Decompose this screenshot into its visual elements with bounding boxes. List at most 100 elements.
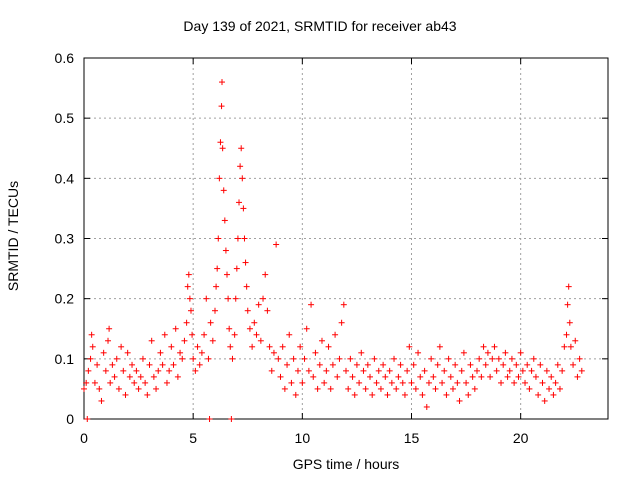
data-point xyxy=(530,355,537,362)
data-point xyxy=(532,373,539,380)
data-point xyxy=(232,295,239,302)
data-point xyxy=(463,379,470,386)
data-point xyxy=(434,361,441,368)
data-point xyxy=(421,367,428,374)
data-point xyxy=(268,367,275,374)
data-point xyxy=(399,379,406,386)
data-point xyxy=(556,385,563,392)
data-point xyxy=(157,349,164,356)
data-point xyxy=(290,355,297,362)
data-point xyxy=(380,361,387,368)
data-point xyxy=(347,355,354,362)
data-point xyxy=(201,331,208,338)
data-point xyxy=(238,145,245,152)
data-point xyxy=(397,361,404,368)
data-point xyxy=(240,205,247,212)
data-point xyxy=(288,379,295,386)
data-point xyxy=(373,379,380,386)
data-point xyxy=(517,349,524,356)
data-point xyxy=(260,295,267,302)
data-point xyxy=(209,337,216,344)
data-point xyxy=(469,373,476,380)
data-point xyxy=(148,337,155,344)
data-point xyxy=(312,349,319,356)
data-point xyxy=(384,391,391,398)
data-point xyxy=(526,385,533,392)
data-point xyxy=(275,355,282,362)
data-point xyxy=(111,373,118,380)
data-point xyxy=(447,373,454,380)
data-point xyxy=(338,319,345,326)
data-point xyxy=(423,403,430,410)
data-point xyxy=(513,361,520,368)
data-point xyxy=(340,301,347,308)
data-point xyxy=(220,187,227,194)
y-axis: 0 0.1 0.2 0.3 0.4 0.5 0.6 xyxy=(55,50,608,427)
data-point xyxy=(537,361,544,368)
x-tick-label: 10 xyxy=(295,430,311,446)
data-point xyxy=(391,355,398,362)
x-axis: 0 5 10 15 20 xyxy=(80,58,529,446)
data-point xyxy=(452,361,459,368)
data-point xyxy=(576,355,583,362)
data-point xyxy=(214,265,221,272)
data-point xyxy=(120,367,127,374)
data-point xyxy=(417,373,424,380)
x-tick-label: 5 xyxy=(189,430,197,446)
data-point xyxy=(163,379,170,386)
data-point xyxy=(504,373,511,380)
data-point xyxy=(109,361,116,368)
data-point xyxy=(183,319,190,326)
data-point xyxy=(126,373,133,380)
data-point xyxy=(113,355,120,362)
data-point xyxy=(137,373,144,380)
data-point xyxy=(471,385,478,392)
data-point xyxy=(179,355,186,362)
data-point xyxy=(539,379,546,386)
data-point xyxy=(336,355,343,362)
data-point xyxy=(318,337,325,344)
data-point xyxy=(460,349,467,356)
data-point xyxy=(334,373,341,380)
data-point xyxy=(519,367,526,374)
data-point xyxy=(237,163,244,170)
data-point xyxy=(360,367,367,374)
data-point xyxy=(135,385,142,392)
data-point xyxy=(89,343,96,350)
data-point xyxy=(456,397,463,404)
data-point xyxy=(129,361,136,368)
y-tick-label: 0.3 xyxy=(55,231,75,247)
data-point xyxy=(559,367,566,374)
data-point xyxy=(393,385,400,392)
data-point xyxy=(353,361,360,368)
data-point xyxy=(124,349,131,356)
data-point xyxy=(412,385,419,392)
data-point xyxy=(578,367,585,374)
data-point xyxy=(224,271,231,278)
data-point xyxy=(408,379,415,386)
data-point xyxy=(284,361,291,368)
y-tick-label: 0.6 xyxy=(55,50,75,66)
data-point xyxy=(546,385,553,392)
data-point xyxy=(419,391,426,398)
data-point xyxy=(401,391,408,398)
data-point xyxy=(404,367,411,374)
data-point xyxy=(325,343,332,350)
data-point xyxy=(203,295,210,302)
data-point xyxy=(508,355,515,362)
data-point xyxy=(563,331,570,338)
data-point xyxy=(279,343,286,350)
data-point xyxy=(375,367,382,374)
data-point xyxy=(262,271,269,278)
data-point xyxy=(218,103,225,110)
data-point xyxy=(273,241,280,248)
y-tick-label: 0.4 xyxy=(55,170,75,186)
data-point xyxy=(233,265,240,272)
data-point xyxy=(528,367,535,374)
data-point xyxy=(115,385,122,392)
data-point xyxy=(574,373,581,380)
data-point xyxy=(96,385,103,392)
data-point xyxy=(395,373,402,380)
y-tick-label: 0.2 xyxy=(55,291,75,307)
